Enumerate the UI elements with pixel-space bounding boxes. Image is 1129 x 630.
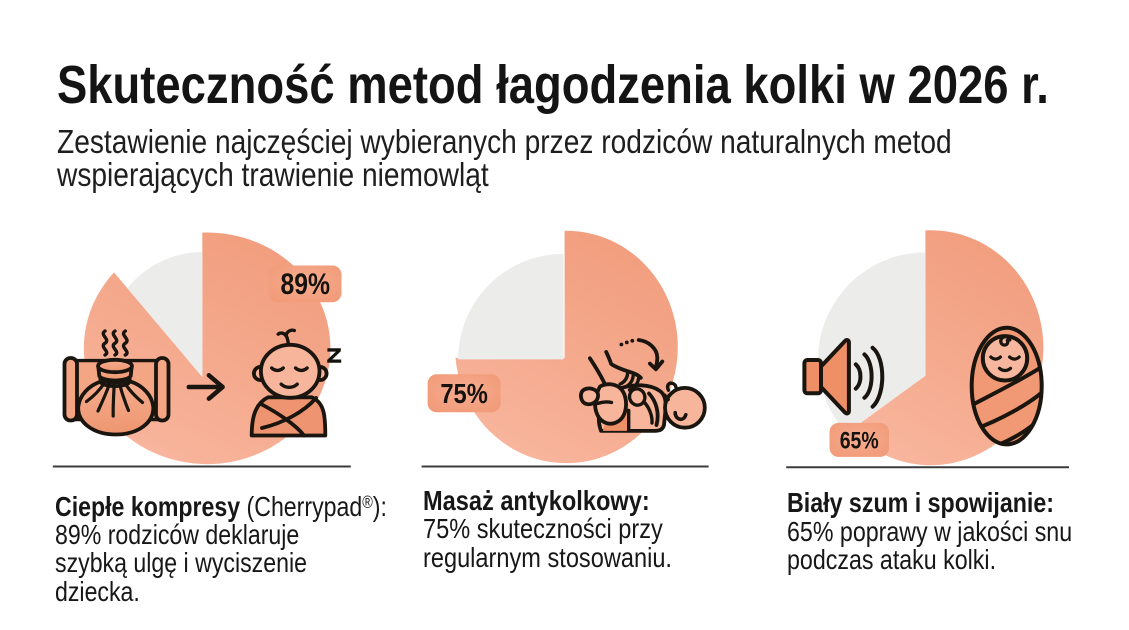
svg-text:75%: 75% — [440, 378, 488, 409]
svg-text:89%: 89% — [280, 268, 330, 301]
svg-text:65%: 65% — [840, 428, 879, 455]
